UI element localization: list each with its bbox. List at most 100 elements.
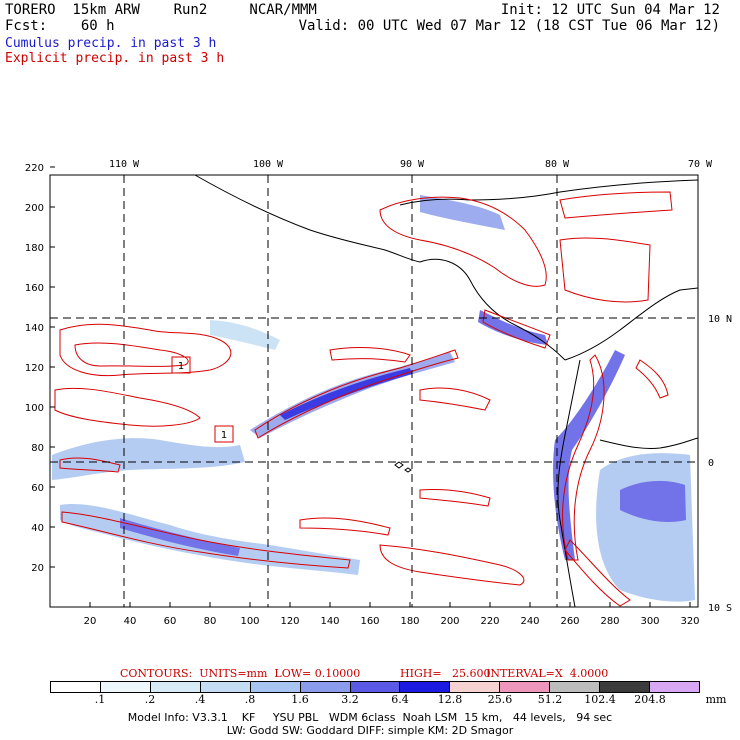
lat-label-10s: 10 S xyxy=(708,603,732,614)
map-frame xyxy=(49,174,699,608)
contour-itcz-south xyxy=(419,387,491,411)
x-index-label: 320 xyxy=(680,616,699,627)
lon-labels: 110 W 100 W 90 W 80 W 70 W xyxy=(109,159,713,170)
shade-gulf xyxy=(420,195,505,230)
colorbar-labels: .1 .2 .4 .8 1.6 3.2 6.4 12.8 25.6 51.2 102.4 204.8 m… xyxy=(0,693,740,707)
physics-info: LW: Godd SW: Goddard DIFF: simple KM: 2D… xyxy=(226,724,514,737)
colorbar-swatch xyxy=(250,682,301,692)
contour-west-1 xyxy=(59,323,232,377)
y-index-label: 140 xyxy=(25,323,44,334)
x-index-label: 140 xyxy=(320,616,339,627)
shade-band-1 xyxy=(52,438,245,480)
colorbar-swatch xyxy=(300,682,351,692)
x-index-label: 200 xyxy=(440,616,459,627)
colorbar-swatch xyxy=(150,682,201,692)
forecast-hour: Fcst: 60 h xyxy=(5,18,115,34)
colorbar-label: .4 xyxy=(194,693,206,706)
contour-interval: INTERVAL=X 4.0000 xyxy=(486,667,609,680)
x-index-label: 20 xyxy=(84,616,97,627)
lon-label-90w: 90 W xyxy=(400,159,425,170)
box-markers: 1 1 xyxy=(171,356,234,443)
x-index-label: 60 xyxy=(164,616,177,627)
y-index-label: 40 xyxy=(31,523,44,534)
colorbar-swatch xyxy=(500,682,551,692)
colorbar-label: 25.6 xyxy=(487,693,513,706)
x-index-label: 300 xyxy=(640,616,659,627)
shade-band-2-core xyxy=(120,518,240,556)
shade-andes xyxy=(553,350,625,560)
contour-gulf-east xyxy=(559,191,673,219)
y-index-label: 160 xyxy=(25,283,44,294)
contour-south-mid xyxy=(299,517,391,536)
colorbar-label: 102.4 xyxy=(584,693,616,706)
lon-label-110w: 110 W xyxy=(109,159,140,170)
axis-ticks xyxy=(50,166,691,607)
y-index-label: 20 xyxy=(31,563,44,574)
contour-south-east xyxy=(379,544,525,586)
caribbean-coast xyxy=(564,287,699,361)
y-index-label: 180 xyxy=(25,243,44,254)
lat-labels: 10 N 0 10 S xyxy=(708,314,732,614)
contour-andes-south xyxy=(564,539,631,607)
valid-time: Valid: 00 UTC Wed 07 Mar 12 (18 CST Tue … xyxy=(298,18,720,34)
run-title: TORERO 15km ARW Run2 NCAR/MMM xyxy=(5,2,317,18)
x-index-label: 40 xyxy=(124,616,137,627)
colorbar-label: 51.2 xyxy=(537,693,563,706)
colorbar-label: 6.4 xyxy=(391,693,409,706)
colorbar-swatch xyxy=(100,682,151,692)
init-time: Init: 12 UTC Sun 04 Mar 12 xyxy=(500,2,720,18)
colorbar-swatch xyxy=(450,682,501,692)
pacific-coast xyxy=(194,174,566,361)
shade-costa-rica xyxy=(478,310,548,345)
country-border xyxy=(599,437,699,449)
header-right: Init: 12 UTC Sun 04 Mar 12 Valid: 00 UTC … xyxy=(299,2,720,34)
colorbar-swatch xyxy=(600,682,651,692)
contour-equator xyxy=(419,489,491,507)
x-index-label: 180 xyxy=(400,616,419,627)
colorbar-label: .8 xyxy=(244,693,256,706)
y-index-labels: 220 200 180 160 140 120 100 80 60 40 20 xyxy=(25,163,44,574)
lon-label-100w: 100 W xyxy=(253,159,284,170)
cumulus-legend: Cumulus precip. in past 3 h xyxy=(5,36,217,51)
contour-high: HIGH= 25.600 xyxy=(400,667,491,680)
colorbar-swatch xyxy=(550,682,601,692)
y-index-label: 100 xyxy=(25,403,44,414)
lat-label-0: 0 xyxy=(708,458,714,469)
contour-east xyxy=(635,359,669,399)
x-index-label: 240 xyxy=(520,616,539,627)
x-index-label: 160 xyxy=(360,616,379,627)
colorbar-label: .1 xyxy=(94,693,106,706)
colorbar-swatch xyxy=(400,682,451,692)
contour-west-2 xyxy=(74,342,189,367)
shade-west-patch xyxy=(210,320,280,350)
y-index-label: 80 xyxy=(31,443,44,454)
y-index-label: 60 xyxy=(31,483,44,494)
contour-west-3 xyxy=(54,387,201,427)
y-index-label: 220 xyxy=(25,163,44,174)
colorbar-swatch xyxy=(200,682,251,692)
contour-band-1 xyxy=(59,457,121,473)
shade-amazon-core xyxy=(620,480,686,522)
model-info: Model Info: V3.3.1 KF YSU PBL WDM 6class… xyxy=(127,711,613,724)
lon-label-80w: 80 W xyxy=(545,159,570,170)
y-index-label: 120 xyxy=(25,363,44,374)
x-index-label: 260 xyxy=(560,616,579,627)
colorbar xyxy=(50,681,700,693)
x-index-label: 80 xyxy=(204,616,217,627)
contour-band-2 xyxy=(61,511,351,569)
lat-label-10n: 10 N xyxy=(708,314,732,325)
south-america-west-coast xyxy=(557,359,581,608)
explicit-legend: Explicit precip. in past 3 h xyxy=(5,51,225,66)
box-label-1: 1 xyxy=(178,361,184,372)
colorbar-label: .2 xyxy=(144,693,156,706)
colorbar-swatch xyxy=(51,682,101,692)
colorbar-unit: mm xyxy=(705,693,727,706)
contour-itcz xyxy=(254,349,459,439)
x-index-label: 100 xyxy=(240,616,259,627)
galapagos xyxy=(394,461,412,473)
gulf-coast xyxy=(399,179,699,206)
box-label-2: 1 xyxy=(221,430,227,441)
explicit-contours xyxy=(54,191,673,607)
box-marker-1 xyxy=(171,356,191,374)
